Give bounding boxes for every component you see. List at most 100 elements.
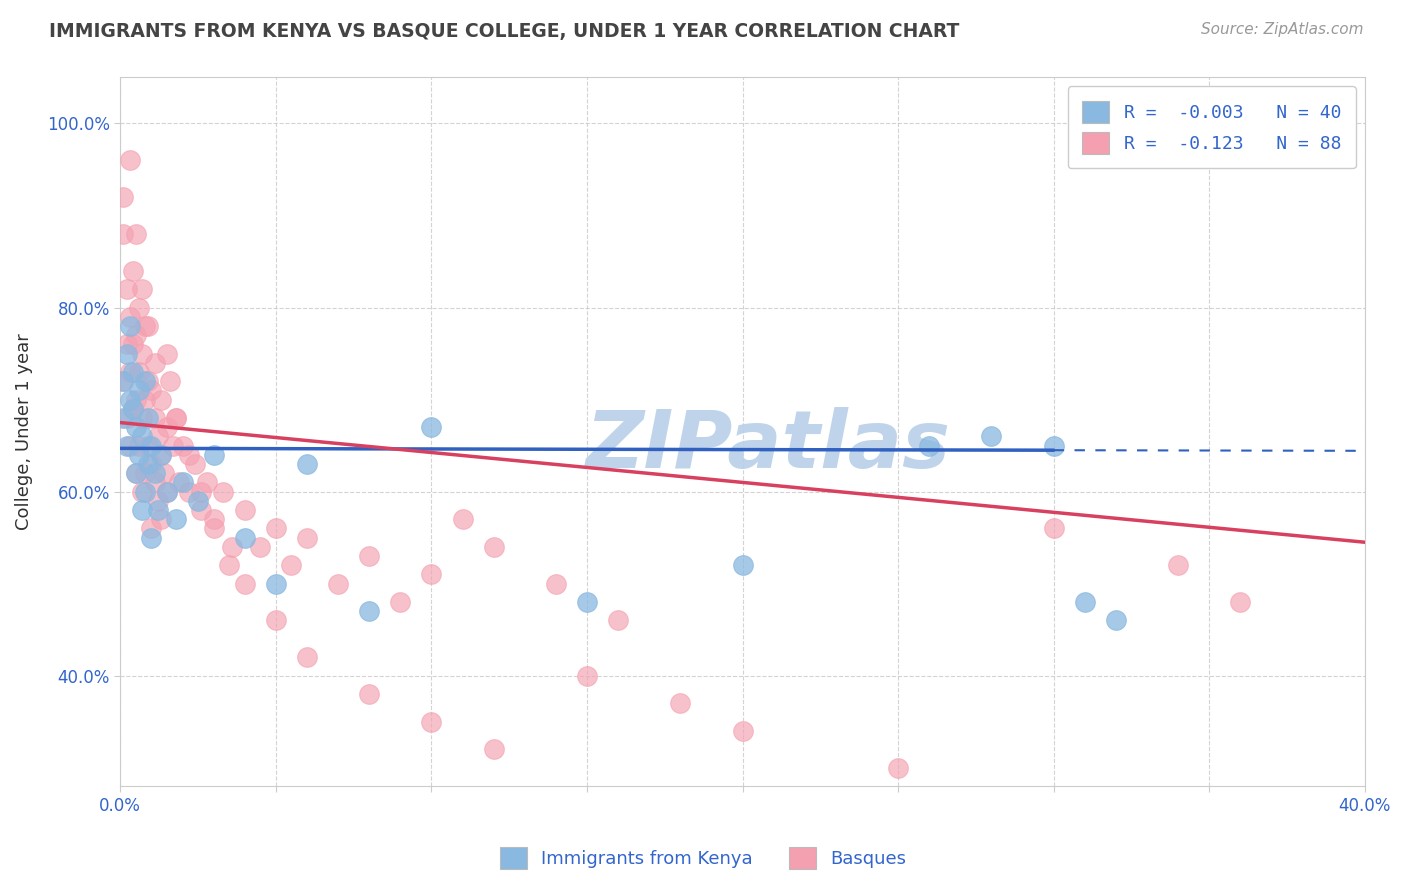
Point (162, 439, 184, 453)
Point (136, 439, 159, 453)
Point (1105, 614, 1128, 628)
Y-axis label: College, Under 1 year: College, Under 1 year (15, 334, 32, 530)
Point (264, 521, 287, 535)
Point (918, 439, 941, 453)
Point (143, 411, 166, 425)
Point (159, 374, 181, 388)
Point (141, 384, 163, 398)
Point (172, 475, 194, 490)
Point (118, 310, 141, 324)
Point (1042, 439, 1064, 453)
Point (121, 401, 143, 416)
Point (249, 540, 271, 554)
Point (131, 503, 153, 517)
Point (731, 558, 754, 573)
Point (141, 457, 163, 471)
Point (134, 392, 156, 407)
Point (1042, 521, 1064, 535)
Point (118, 439, 141, 453)
Point (482, 742, 505, 756)
Point (128, 301, 150, 315)
Point (143, 467, 166, 481)
Point (326, 576, 349, 591)
Point (115, 282, 138, 296)
Point (141, 521, 163, 535)
Point (112, 190, 135, 204)
Point (980, 429, 1002, 443)
Point (233, 531, 256, 545)
Point (1167, 558, 1189, 573)
Point (1074, 595, 1097, 609)
Point (575, 595, 598, 609)
Point (115, 346, 138, 360)
Point (125, 392, 148, 407)
Point (128, 439, 150, 453)
Point (128, 365, 150, 379)
Point (669, 696, 692, 710)
Point (172, 439, 194, 453)
Point (212, 484, 235, 499)
Point (146, 429, 169, 443)
Point (125, 467, 148, 481)
Point (264, 576, 287, 591)
Point (121, 401, 143, 416)
Point (177, 484, 200, 499)
Point (112, 411, 135, 425)
Point (118, 365, 141, 379)
Point (125, 467, 148, 481)
Point (131, 346, 153, 360)
Point (149, 512, 172, 526)
Text: IMMIGRANTS FROM KENYA VS BASQUE COLLEGE, UNDER 1 YEAR CORRELATION CHART: IMMIGRANTS FROM KENYA VS BASQUE COLLEGE,… (49, 22, 959, 41)
Point (156, 484, 179, 499)
Point (131, 411, 153, 425)
Point (115, 337, 138, 351)
Point (134, 467, 156, 481)
Point (177, 448, 200, 462)
Point (156, 420, 179, 434)
Point (112, 374, 135, 388)
Point (115, 439, 138, 453)
Point (887, 761, 910, 775)
Point (190, 484, 212, 499)
Legend: Immigrants from Kenya, Basques: Immigrants from Kenya, Basques (491, 838, 915, 879)
Point (1229, 595, 1251, 609)
Point (115, 411, 138, 425)
Point (121, 337, 143, 351)
Point (359, 604, 381, 618)
Text: Source: ZipAtlas.com: Source: ZipAtlas.com (1201, 22, 1364, 37)
Point (218, 558, 240, 573)
Point (187, 493, 209, 508)
Point (153, 467, 176, 481)
Point (136, 457, 159, 471)
Point (141, 531, 163, 545)
Point (125, 420, 148, 434)
Point (190, 503, 212, 517)
Point (136, 318, 159, 333)
Point (141, 439, 163, 453)
Point (121, 264, 143, 278)
Point (128, 448, 150, 462)
Point (136, 374, 159, 388)
Point (121, 365, 143, 379)
Point (264, 614, 287, 628)
Point (359, 687, 381, 701)
Point (156, 484, 179, 499)
Point (420, 420, 443, 434)
Point (131, 484, 153, 499)
Point (134, 484, 156, 499)
Point (607, 614, 630, 628)
Point (118, 318, 141, 333)
Point (149, 448, 172, 462)
Point (125, 227, 148, 241)
Point (134, 374, 156, 388)
Point (575, 669, 598, 683)
Point (451, 512, 474, 526)
Point (131, 429, 153, 443)
Point (233, 576, 256, 591)
Point (295, 650, 318, 665)
Point (118, 153, 141, 168)
Point (149, 448, 172, 462)
Point (420, 567, 443, 582)
Point (118, 392, 141, 407)
Point (134, 318, 156, 333)
